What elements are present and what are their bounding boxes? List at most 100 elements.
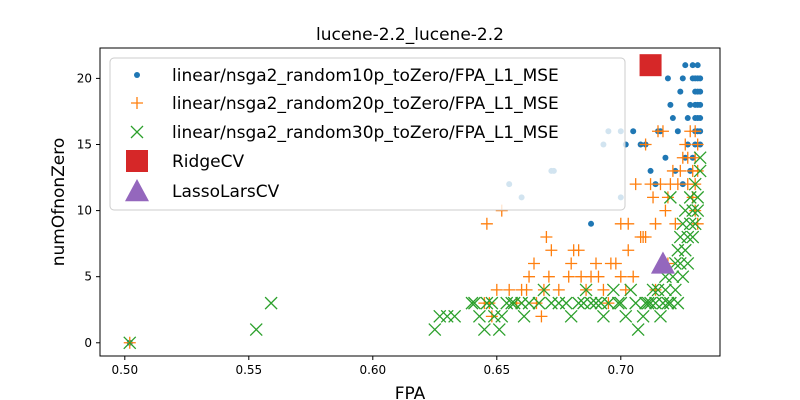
data-point [679, 138, 692, 151]
data-point [674, 164, 687, 177]
data-point [630, 128, 637, 135]
data-point [540, 231, 553, 244]
legend-label: RidgeCV [172, 152, 244, 172]
data-point [542, 270, 555, 283]
legend-marker [126, 150, 148, 172]
legend-marker [134, 72, 140, 78]
data-point [693, 151, 707, 165]
data-point [528, 257, 540, 270]
data-point [689, 125, 702, 138]
data-point [492, 323, 506, 337]
data-point [676, 270, 690, 284]
data-point [650, 251, 675, 274]
data-point [559, 296, 573, 310]
data-point [517, 309, 531, 323]
data-point [659, 204, 672, 217]
data-point [681, 230, 695, 244]
data-point [624, 283, 638, 297]
data-point [523, 270, 536, 283]
data-point [686, 204, 700, 218]
data-point [639, 138, 652, 151]
data-point [691, 204, 705, 218]
legend-marker [125, 179, 149, 202]
data-point [535, 310, 548, 323]
data-point [629, 178, 642, 191]
data-point [428, 323, 442, 337]
data-point [622, 244, 635, 257]
data-point [697, 115, 704, 122]
data-point [649, 217, 662, 230]
legend-label: linear/nsga2_random10p_toZero/FPA_L1_MSE [172, 66, 559, 86]
chart-title: lucene-2.2_lucene-2.2 [316, 25, 504, 45]
data-point [584, 296, 598, 310]
data-point [572, 244, 585, 257]
data-point [465, 296, 479, 310]
data-point [647, 191, 660, 204]
x-axis-ticks: 0.50 0.55 0.60 0.65 0.70 [111, 356, 634, 377]
legend-label: linear/nsga2_random20p_toZero/FPA_L1_MSE [172, 94, 559, 114]
data-point [629, 296, 643, 310]
legend-label: linear/nsga2_random30p_toZero/FPA_L1_MSE [172, 123, 559, 143]
data-point [686, 230, 700, 244]
series-2 [123, 125, 704, 349]
x-axis-label: FPA [395, 384, 426, 400]
data-point [606, 283, 620, 297]
y-tick-label: 0 [84, 336, 92, 350]
data-point [505, 296, 519, 310]
data-point [688, 217, 702, 231]
data-point [597, 283, 610, 296]
data-point [674, 128, 681, 135]
data-point [472, 309, 486, 323]
legend-entry: linear/nsga2_random10p_toZero/FPA_L1_MSE [134, 66, 559, 86]
data-point [697, 75, 704, 82]
data-point [601, 296, 615, 310]
legend-frame [109, 57, 626, 211]
series-4 [639, 54, 662, 77]
y-tick-label: 15 [77, 137, 92, 151]
y-axis-label: numOfnonZero [49, 138, 69, 267]
data-point [249, 323, 263, 337]
data-point [687, 101, 694, 108]
data-point [627, 270, 640, 283]
data-point [619, 309, 633, 323]
data-point [689, 62, 696, 69]
data-point [693, 164, 707, 178]
y-tick-label: 5 [84, 270, 92, 284]
data-point [565, 257, 578, 270]
data-point [646, 283, 660, 297]
data-point [647, 167, 654, 174]
data-point [495, 309, 509, 323]
data-point [681, 257, 695, 270]
data-point [694, 62, 701, 69]
data-point [661, 296, 675, 310]
legend-marker [130, 125, 144, 139]
data-point [588, 220, 595, 227]
x-tick-label: 0.65 [483, 363, 510, 377]
data-point [522, 296, 536, 310]
data-point [592, 270, 605, 283]
data-point [654, 309, 667, 323]
legend-entry: linear/nsga2_random20p_toZero/FPA_L1_MSE [131, 94, 559, 114]
data-point [669, 217, 682, 230]
data-point [611, 296, 625, 310]
data-point [697, 88, 704, 95]
data-point [667, 101, 674, 108]
data-point [662, 154, 669, 161]
data-point [477, 323, 491, 337]
data-point [490, 283, 503, 296]
series-3 [123, 151, 707, 350]
data-point [485, 296, 499, 310]
data-point [483, 297, 496, 310]
data-point [691, 217, 704, 230]
x-tick-label: 0.50 [111, 363, 138, 377]
data-point [609, 257, 622, 270]
data-point [639, 231, 652, 244]
data-point [691, 138, 704, 151]
data-point [448, 309, 462, 323]
data-point [589, 296, 603, 310]
data-point [668, 283, 682, 297]
data-point [697, 101, 704, 108]
x-tick-label: 0.60 [359, 363, 386, 377]
legend-entry: LassoLarsCV [125, 179, 280, 202]
data-point [619, 283, 632, 296]
